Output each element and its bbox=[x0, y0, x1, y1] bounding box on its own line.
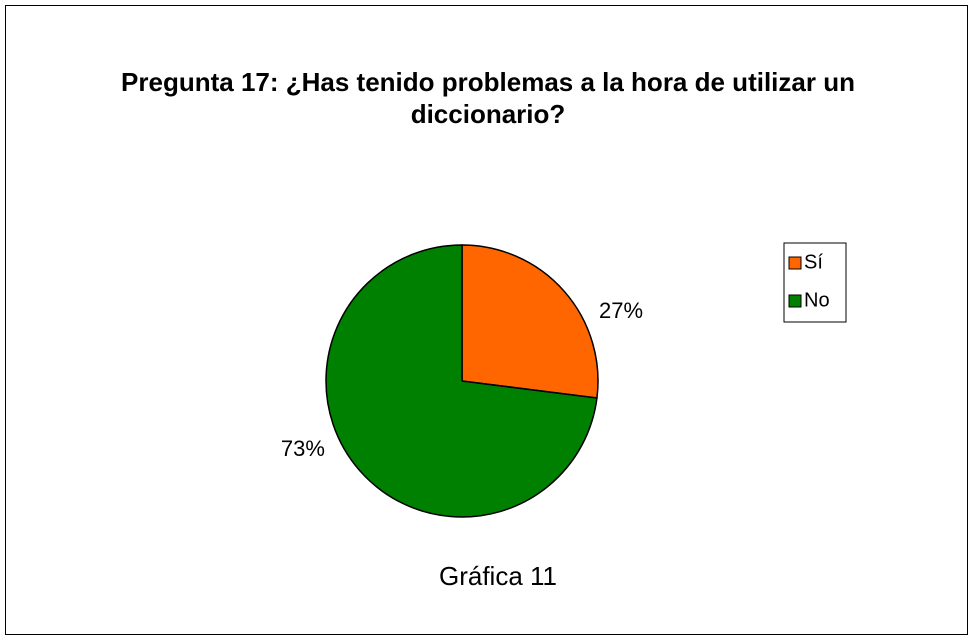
pie-slice bbox=[461, 244, 599, 399]
chart-title: Pregunta 17: ¿Has tenido problemas a la … bbox=[121, 67, 855, 129]
data-label: 27% bbox=[599, 298, 643, 323]
legend-swatch bbox=[788, 294, 802, 308]
data-label: 73% bbox=[281, 436, 325, 461]
caption: Gráfica 11 bbox=[439, 561, 557, 591]
legend-label: Sí bbox=[804, 251, 823, 273]
pie-slice bbox=[325, 244, 598, 518]
legend-box bbox=[783, 242, 847, 323]
legend-label: No bbox=[804, 289, 830, 311]
legend-swatch bbox=[788, 256, 802, 270]
